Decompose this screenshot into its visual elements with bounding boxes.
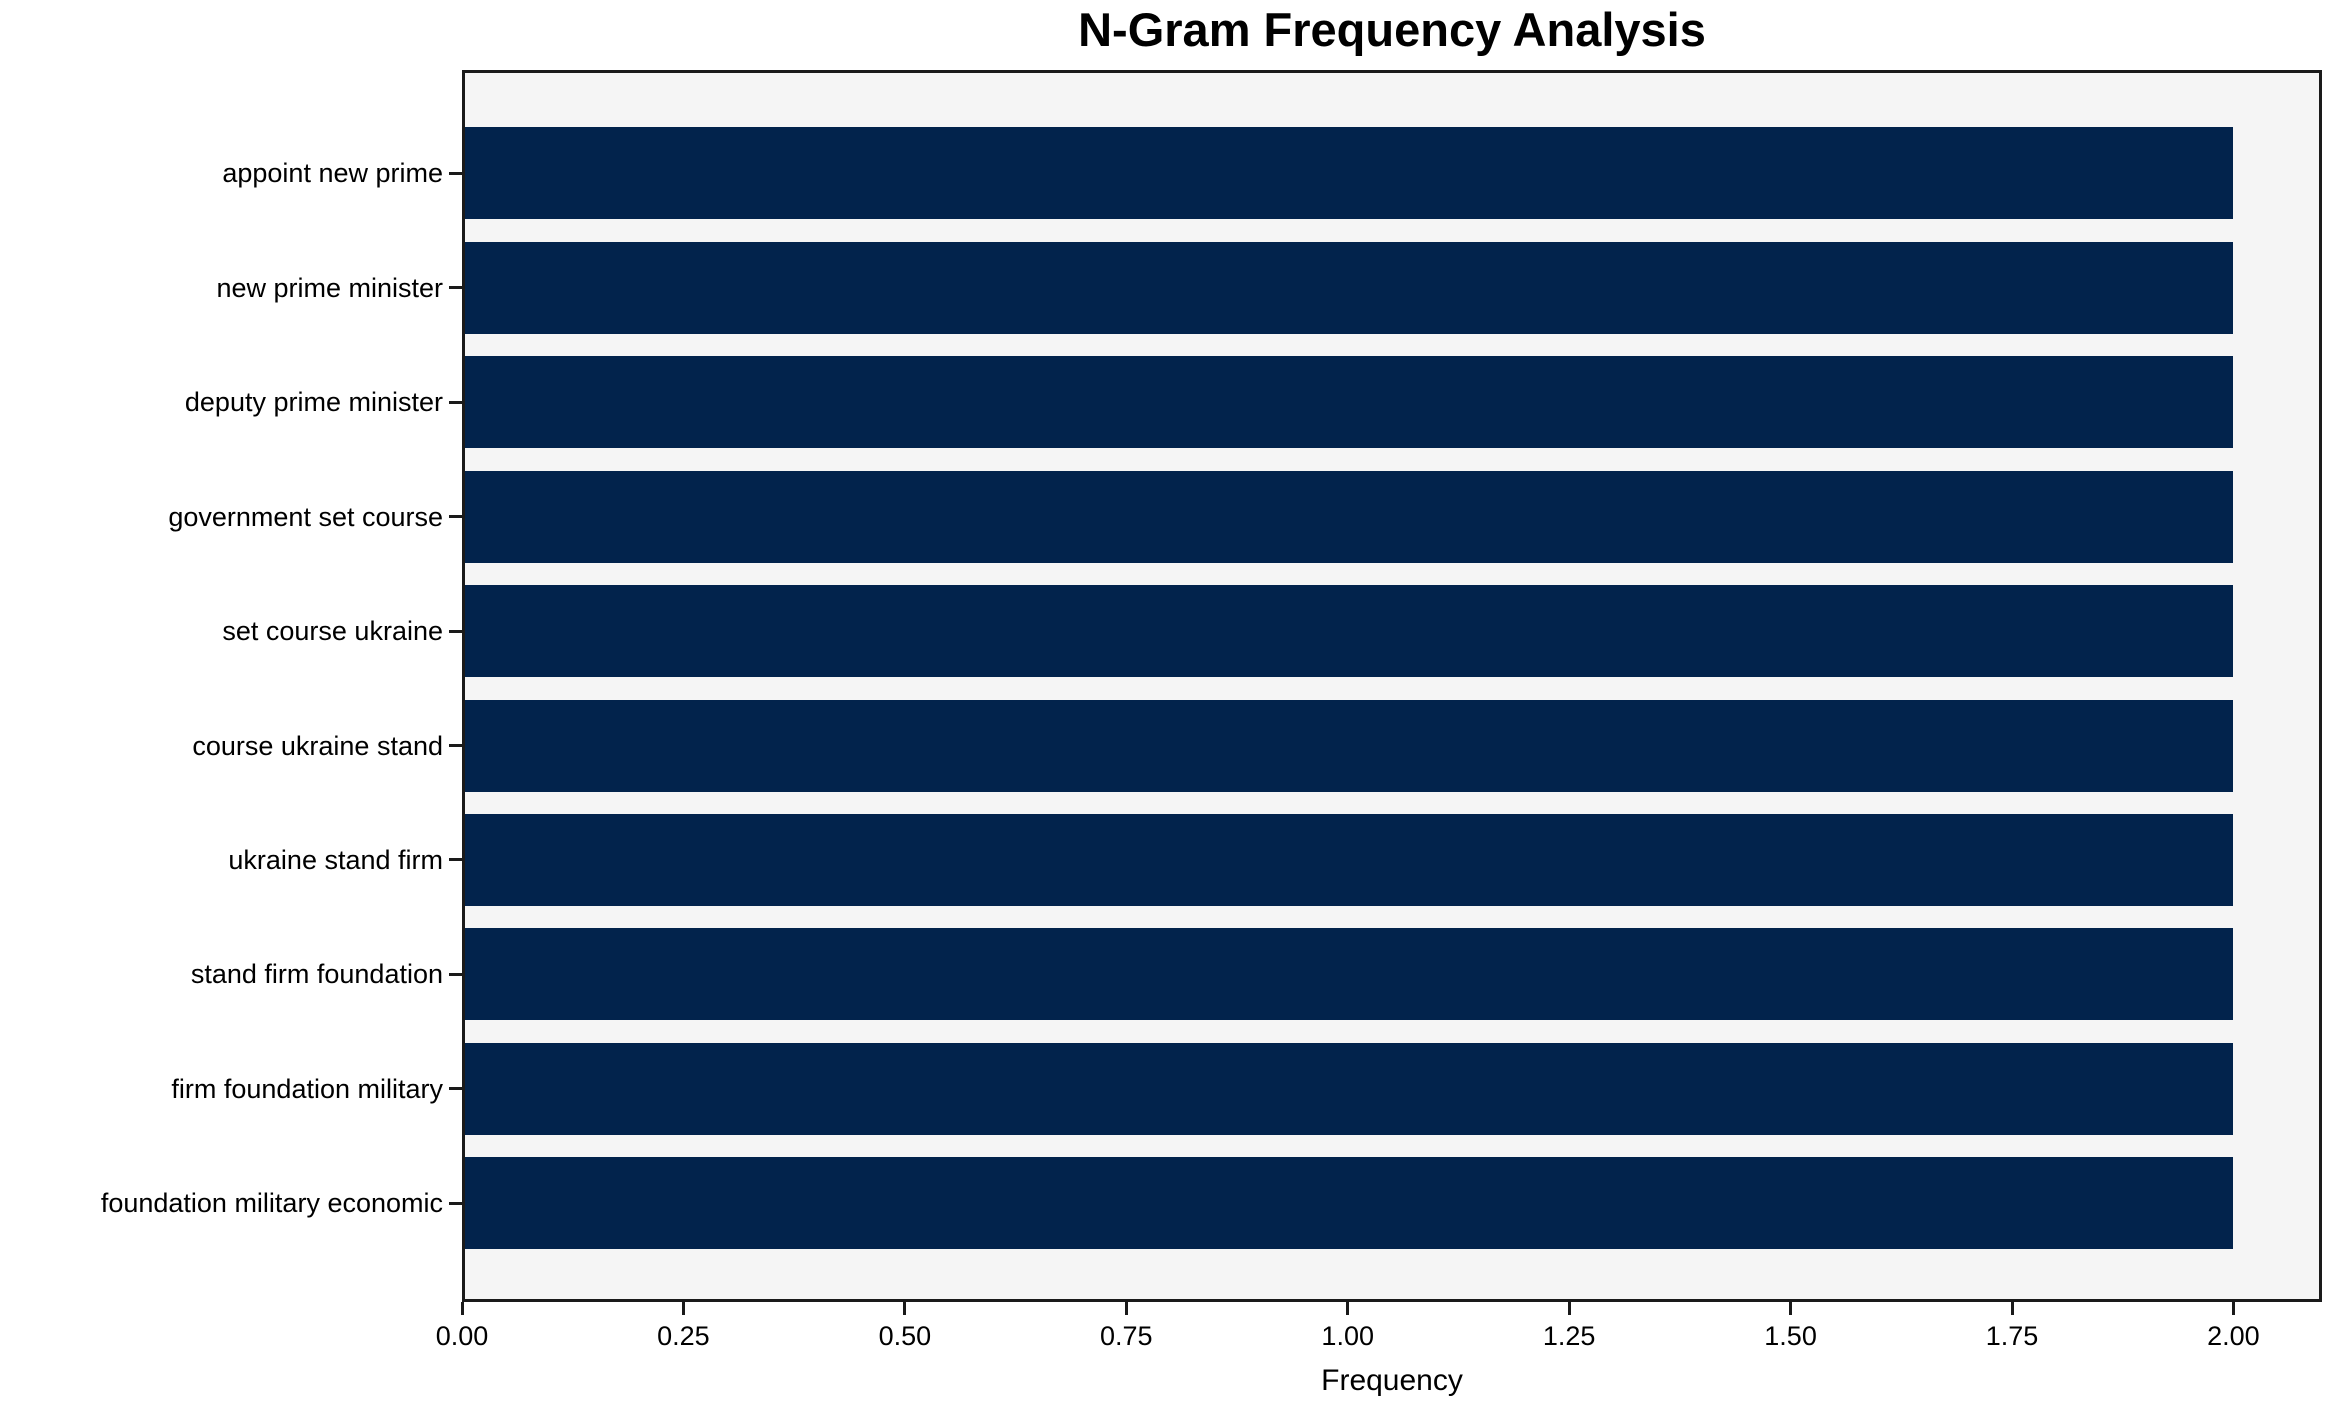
- x-tick-label: 0.75: [1100, 1321, 1153, 1351]
- y-tick: [449, 629, 462, 633]
- x-tick: [1346, 1302, 1350, 1315]
- y-tick: [449, 286, 462, 290]
- y-tick-label: government set course: [168, 501, 443, 532]
- y-tick-label: new prime minister: [216, 272, 443, 303]
- bar: [462, 928, 2234, 1021]
- x-tick: [1124, 1302, 1128, 1315]
- x-tick: [2231, 1302, 2235, 1315]
- x-tick: [2010, 1302, 2014, 1315]
- y-tick: [449, 171, 462, 175]
- x-tick: [1567, 1302, 1571, 1315]
- x-tick-label: 2.00: [2207, 1321, 2260, 1351]
- y-tick-label: firm foundation military: [171, 1073, 443, 1104]
- y-tick: [449, 515, 462, 519]
- bar: [462, 1157, 2234, 1250]
- y-tick-label: stand firm foundation: [190, 959, 443, 990]
- x-tick-label: 0.00: [435, 1321, 489, 1351]
- x-tick: [460, 1302, 464, 1315]
- bar: [462, 241, 2234, 334]
- chart-title: N-Gram Frequency Analysis: [1078, 3, 1706, 56]
- bar: [462, 813, 2234, 906]
- y-tick-label: ukraine stand firm: [228, 844, 443, 875]
- x-tick-label: 0.25: [657, 1321, 710, 1351]
- y-tick: [449, 744, 462, 748]
- x-tick: [681, 1302, 685, 1315]
- y-tick-label: appoint new prime: [222, 158, 443, 189]
- y-tick-label: deputy prime minister: [184, 387, 443, 418]
- y-tick-label: course ukraine stand: [192, 730, 443, 761]
- y-tick: [449, 400, 462, 404]
- x-tick-label: 1.75: [1985, 1321, 2039, 1351]
- y-tick: [449, 1201, 462, 1205]
- y-tick-label: set course ukraine: [222, 616, 443, 647]
- x-tick-label: 1.00: [1321, 1321, 1374, 1351]
- bar: [462, 585, 2234, 678]
- bar: [462, 1042, 2234, 1135]
- x-tick-label: 1.50: [1764, 1321, 1817, 1351]
- y-tick: [449, 972, 462, 976]
- y-tick: [449, 1087, 462, 1091]
- y-tick-label: foundation military economic: [100, 1188, 443, 1219]
- bar: [462, 356, 2234, 449]
- plot-area: [462, 70, 2322, 1302]
- x-tick-label: 0.50: [878, 1321, 932, 1351]
- bar: [462, 699, 2234, 792]
- x-tick-label: 1.25: [1542, 1321, 1596, 1351]
- y-tick: [449, 858, 462, 862]
- x-tick: [903, 1302, 907, 1315]
- bar: [462, 127, 2234, 220]
- bar: [462, 470, 2234, 563]
- x-axis-title: Frequency: [1321, 1364, 1463, 1397]
- x-tick: [1789, 1302, 1793, 1315]
